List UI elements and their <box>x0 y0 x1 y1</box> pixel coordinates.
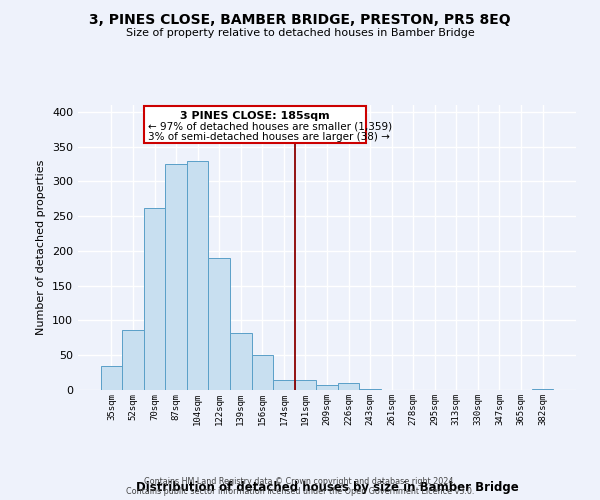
Bar <box>187 160 208 390</box>
Bar <box>251 355 273 390</box>
Y-axis label: Number of detached properties: Number of detached properties <box>37 160 46 335</box>
Text: 3% of semi-detached houses are larger (38) →: 3% of semi-detached houses are larger (3… <box>148 132 390 142</box>
Bar <box>208 258 230 390</box>
Text: Contains public sector information licensed under the Open Government Licence v3: Contains public sector information licen… <box>126 488 474 496</box>
Bar <box>101 366 122 390</box>
Bar <box>166 164 187 390</box>
Bar <box>359 388 381 390</box>
Bar <box>532 388 553 390</box>
Bar <box>144 208 166 390</box>
Bar <box>122 330 144 390</box>
Bar <box>316 385 338 390</box>
FancyBboxPatch shape <box>144 106 366 143</box>
Text: Size of property relative to detached houses in Bamber Bridge: Size of property relative to detached ho… <box>125 28 475 38</box>
Bar <box>338 383 359 390</box>
Bar <box>295 380 316 390</box>
Text: 3, PINES CLOSE, BAMBER BRIDGE, PRESTON, PR5 8EQ: 3, PINES CLOSE, BAMBER BRIDGE, PRESTON, … <box>89 12 511 26</box>
Text: 3 PINES CLOSE: 185sqm: 3 PINES CLOSE: 185sqm <box>180 112 329 122</box>
Bar <box>273 380 295 390</box>
X-axis label: Distribution of detached houses by size in Bamber Bridge: Distribution of detached houses by size … <box>136 480 518 494</box>
Bar <box>230 333 251 390</box>
Text: ← 97% of detached houses are smaller (1,359): ← 97% of detached houses are smaller (1,… <box>148 122 392 132</box>
Text: Contains HM Land Registry data © Crown copyright and database right 2024.: Contains HM Land Registry data © Crown c… <box>144 476 456 486</box>
